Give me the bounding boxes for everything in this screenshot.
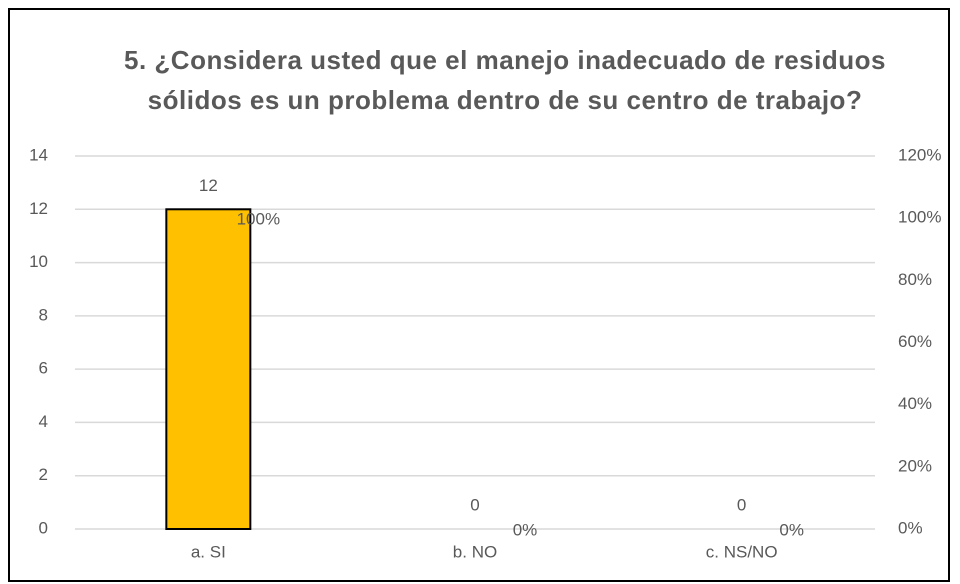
- data-label: 12: [199, 176, 218, 195]
- y2-tick-label: 0%: [898, 518, 923, 537]
- y2-tick-label: 80%: [898, 270, 932, 289]
- x-tick-label: b. NO: [453, 542, 497, 561]
- data-label: 0: [470, 495, 479, 514]
- chart-title: 5. ¿Considera usted que el manejo inadec…: [124, 45, 886, 115]
- y-tick-label: 2: [39, 465, 48, 484]
- bar: [165, 208, 252, 531]
- y-tick-label: 12: [29, 199, 48, 218]
- percent-label: 100%: [237, 210, 280, 229]
- y2-tick-label: 100%: [898, 208, 941, 227]
- x-tick-label: a. SI: [191, 542, 226, 561]
- y2-tick-label: 20%: [898, 456, 932, 475]
- data-label: 0: [737, 495, 746, 514]
- y-tick-label: 8: [39, 305, 48, 324]
- y-tick-label: 10: [29, 252, 48, 271]
- y-tick-label: 4: [39, 412, 48, 431]
- percent-label: 0%: [779, 520, 804, 539]
- x-tick-label: c. NS/NO: [706, 542, 778, 561]
- y-tick-label: 6: [39, 359, 48, 378]
- percent-label: 0%: [513, 520, 538, 539]
- y-tick-label: 0: [39, 518, 48, 537]
- y2-tick-label: 60%: [898, 332, 932, 351]
- y2-tick-label: 40%: [898, 394, 932, 413]
- y-tick-label: 14: [29, 145, 48, 164]
- y2-tick-label: 120%: [898, 145, 941, 164]
- chart-frame: [8, 8, 950, 582]
